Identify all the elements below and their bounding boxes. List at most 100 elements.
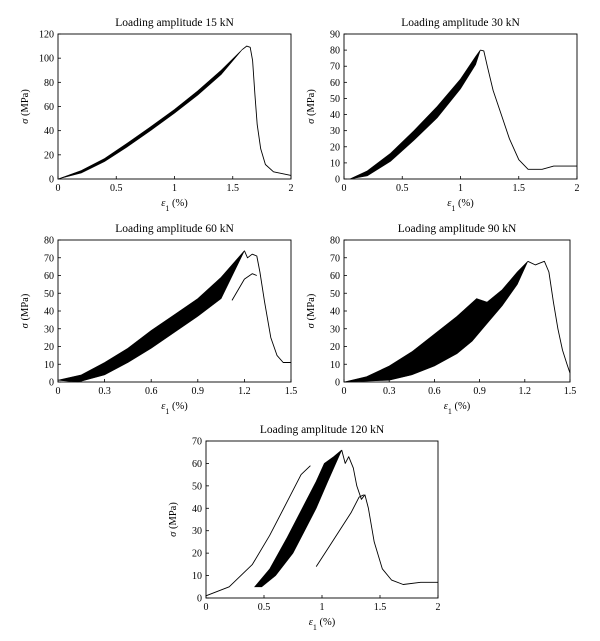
chart-title: Loading amplitude 90 kN	[398, 223, 517, 235]
y-tick-label: 10	[192, 571, 202, 582]
chart-panel-5: Loading amplitude 120 kN0 0.5 1 1.5 20102030…	[168, 424, 441, 632]
y-tick-label: 50	[330, 94, 340, 105]
y-tick-label: 60	[44, 102, 54, 113]
y-tick-label: 0	[49, 175, 54, 186]
y-tick-label: 40	[330, 307, 340, 318]
y-tick-label: 40	[192, 504, 202, 515]
y-axis-label: σ (MPa)	[306, 293, 317, 328]
cyclic-loading-band	[343, 261, 529, 383]
post-peak-curve	[241, 45, 292, 176]
chart-title: Loading amplitude 15 kN	[115, 17, 234, 29]
y-tick-label: 20	[192, 549, 202, 560]
y-tick-label: 0	[49, 378, 54, 389]
x-axis-label: ε1 (%)	[161, 198, 188, 213]
cyclic-loading-band	[254, 449, 342, 588]
y-tick-label: 60	[330, 78, 340, 89]
loading-curve	[205, 465, 311, 597]
y-tick-label: 40	[44, 126, 54, 137]
unloading-branch	[315, 494, 364, 567]
post-peak-curve	[243, 250, 291, 363]
x-tick-label: 2	[289, 183, 294, 194]
x-axis-label: ε1 (%)	[447, 198, 474, 213]
chart-panel-1: Loading amplitude 15 kN0 0.5 1 1.5 202040608…	[20, 17, 294, 213]
x-tick-label: 1.5	[374, 602, 387, 613]
y-tick-label: 10	[330, 158, 340, 169]
y-tick-label: 80	[330, 236, 340, 247]
cyclic-loading-band	[349, 49, 481, 180]
y-tick-label: 40	[330, 110, 340, 121]
y-tick-label: 100	[39, 54, 54, 65]
x-tick-label: 1.5	[564, 386, 577, 397]
x-tick-label: 0.5	[258, 602, 271, 613]
y-tick-label: 20	[330, 142, 340, 153]
x-tick-label: 0.3	[383, 386, 396, 397]
x-axis-label: ε1 (%)	[444, 401, 471, 416]
x-tick-label: 1.5	[285, 386, 298, 397]
y-tick-label: 50	[330, 289, 340, 300]
chart-title: Loading amplitude 60 kN	[115, 223, 234, 235]
y-axis-label: σ (MPa)	[168, 502, 179, 537]
x-tick-label: 1.5	[513, 183, 526, 194]
plot-frame	[343, 33, 578, 180]
chart-panel-3: Loading amplitude 60 kN 0 0.3 0.6 0.9 1.2 1.5 0…	[20, 223, 297, 416]
x-tick-label: 0	[342, 386, 347, 397]
y-tick-label: 30	[330, 126, 340, 137]
x-tick-label: 0.5	[110, 183, 123, 194]
x-tick-label: 2	[575, 183, 580, 194]
x-axis-label: ε1 (%)	[309, 617, 336, 632]
y-tick-label: 120	[39, 30, 54, 41]
x-tick-label: 1.5	[227, 183, 240, 194]
plot-frame	[57, 239, 292, 383]
y-tick-label: 60	[44, 271, 54, 282]
x-tick-label: 0.9	[192, 386, 205, 397]
y-axis-label: σ (MPa)	[20, 293, 31, 328]
cyclic-loading-band	[57, 49, 243, 180]
post-peak-curve	[480, 49, 577, 170]
x-tick-label: 0.3	[98, 386, 111, 397]
x-tick-label: 0	[204, 602, 209, 613]
y-tick-label: 90	[330, 30, 340, 41]
plot-frame	[343, 239, 571, 383]
y-tick-label: 70	[44, 253, 54, 264]
x-tick-label: 1.2	[519, 386, 532, 397]
stress-drop-branch	[231, 273, 257, 301]
y-tick-label: 20	[330, 342, 340, 353]
y-tick-label: 30	[44, 324, 54, 335]
post-peak-curve	[527, 260, 571, 374]
x-tick-label: 0.9	[473, 386, 486, 397]
y-tick-label: 70	[192, 437, 202, 448]
y-tick-label: 80	[330, 46, 340, 57]
post-peak-curve	[341, 449, 438, 585]
y-tick-label: 40	[44, 307, 54, 318]
x-tick-label: 0	[56, 386, 61, 397]
x-tick-label: 1	[320, 602, 325, 613]
y-tick-label: 0	[335, 175, 340, 186]
x-tick-label: 0.6	[145, 386, 158, 397]
y-tick-label: 10	[44, 360, 54, 371]
y-tick-label: 30	[192, 526, 202, 537]
y-tick-label: 60	[330, 271, 340, 282]
x-axis-label: ε1 (%)	[161, 401, 188, 416]
chart-panel-4: Loading amplitude 90 kN 0 0.3 0.6 0.9 1.2 1.5 0…	[306, 223, 576, 416]
chart-panel-2: Loading amplitude 30 kN0 0.5 1 1.5 201020304…	[306, 17, 580, 213]
x-tick-label: 0.6	[428, 386, 441, 397]
y-tick-label: 0	[335, 378, 340, 389]
y-tick-label: 30	[330, 324, 340, 335]
y-axis-label: σ (MPa)	[20, 89, 31, 124]
chart-title: Loading amplitude 30 kN	[401, 17, 520, 29]
y-tick-label: 60	[192, 459, 202, 470]
x-tick-label: 2	[436, 602, 441, 613]
y-tick-label: 70	[330, 253, 340, 264]
x-tick-label: 1	[458, 183, 463, 194]
y-tick-label: 20	[44, 342, 54, 353]
y-tick-label: 80	[44, 78, 54, 89]
y-tick-label: 70	[330, 62, 340, 73]
cyclic-loading-band	[57, 250, 245, 383]
x-tick-label: 1	[172, 183, 177, 194]
plot-frame	[205, 440, 439, 599]
y-tick-label: 10	[330, 360, 340, 371]
y-tick-label: 50	[192, 481, 202, 492]
y-tick-label: 50	[44, 289, 54, 300]
